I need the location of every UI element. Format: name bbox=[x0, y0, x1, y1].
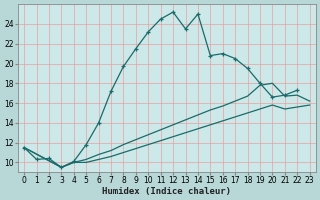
X-axis label: Humidex (Indice chaleur): Humidex (Indice chaleur) bbox=[102, 187, 231, 196]
